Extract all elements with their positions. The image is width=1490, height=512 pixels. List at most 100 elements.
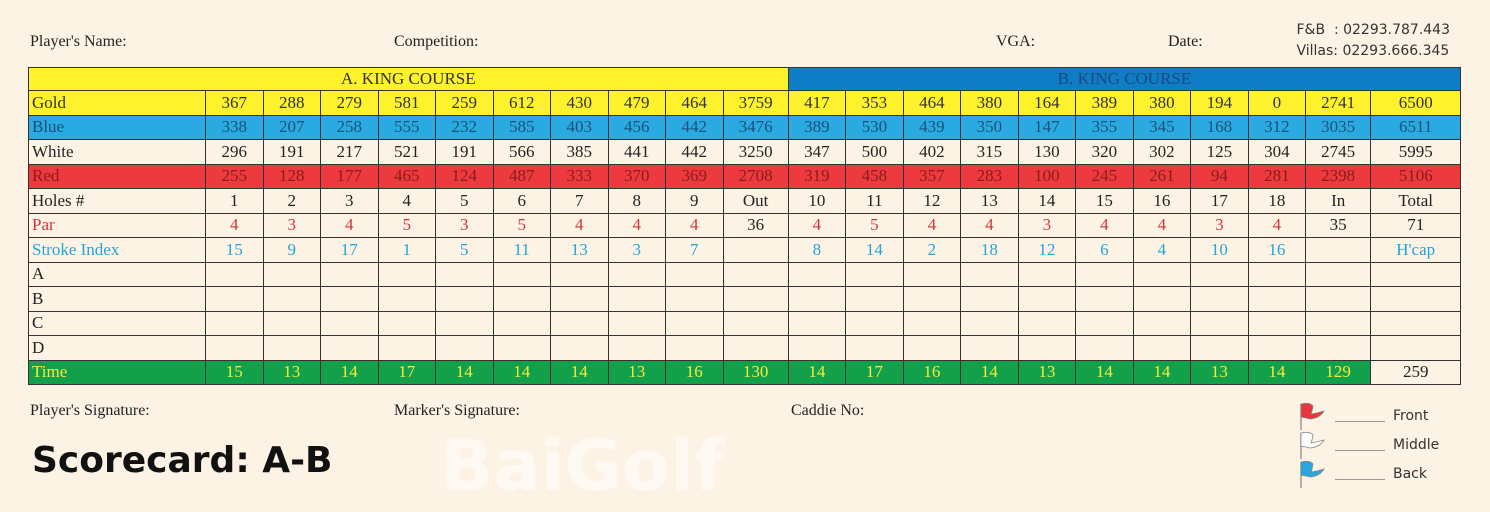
score-cell[interactable] [1190,286,1249,312]
score-cell[interactable] [902,335,962,361]
score-cell[interactable] [607,286,666,312]
score-cell[interactable] [1305,286,1372,312]
cell: 5 [492,212,551,238]
cell: 15 [205,359,264,385]
score-cell[interactable] [262,335,321,361]
score-cell[interactable] [902,310,962,336]
score-cell[interactable] [435,286,494,312]
score-cell[interactable] [1075,286,1134,312]
score-cell[interactable] [1190,310,1249,336]
score-cell[interactable] [1370,335,1462,361]
score-cell[interactable] [320,286,379,312]
score-cell[interactable] [845,310,904,336]
cell: 283 [960,163,1019,189]
vga-label: VGA: [996,33,1036,50]
cell: 13 [550,237,609,263]
score-cell[interactable] [492,335,551,361]
score-cell[interactable] [1132,286,1192,312]
score-cell[interactable] [665,261,724,287]
score-cell[interactable] [1247,286,1307,312]
score-cell[interactable] [787,286,847,312]
score-cell[interactable] [320,261,379,287]
score-cell[interactable] [320,310,379,336]
score-cell[interactable] [377,335,436,361]
score-cell[interactable] [722,335,789,361]
cell: 353 [845,90,904,116]
score-cell[interactable] [1305,261,1372,287]
score-cell[interactable] [1370,261,1462,287]
score-cell[interactable] [1247,335,1307,361]
score-cell[interactable] [665,310,724,336]
score-cell[interactable] [205,286,264,312]
score-cell[interactable] [607,310,666,336]
cell: 232 [435,114,494,140]
score-cell[interactable] [787,261,847,287]
score-cell[interactable] [1075,335,1134,361]
score-cell[interactable] [1190,335,1249,361]
score-cell[interactable] [845,335,904,361]
score-cell[interactable] [550,286,609,312]
score-cell[interactable] [435,310,494,336]
score-cell[interactable] [320,335,379,361]
score-cell[interactable] [845,286,904,312]
score-cell[interactable] [607,335,666,361]
score-cell[interactable] [377,286,436,312]
cell: 0 [1247,90,1307,116]
score-cell[interactable] [205,335,264,361]
score-cell[interactable] [492,310,551,336]
score-cell[interactable] [665,286,724,312]
score-cell[interactable] [262,310,321,336]
score-cell[interactable] [787,335,847,361]
score-cell[interactable] [902,261,962,287]
row-blue: Blue 338 207 258 555 232 585 403 456 442 3476 389 53… [28,114,1462,140]
score-cell[interactable] [1305,335,1372,361]
score-cell[interactable] [722,261,789,287]
cell: 357 [902,163,962,189]
cell: 389 [787,114,847,140]
cell: 130 [722,359,789,385]
score-cell[interactable] [205,261,264,287]
cell: 403 [550,114,609,140]
score-cell[interactable] [205,310,264,336]
score-cell[interactable] [1370,310,1462,336]
score-cell[interactable] [1132,310,1192,336]
score-cell[interactable] [960,310,1019,336]
score-cell[interactable] [1075,310,1134,336]
score-cell[interactable] [1370,286,1462,312]
score-cell[interactable] [435,335,494,361]
score-cell[interactable] [1075,261,1134,287]
score-cell[interactable] [1247,261,1307,287]
score-cell[interactable] [607,261,666,287]
score-cell[interactable] [1017,261,1077,287]
score-cell[interactable] [722,310,789,336]
score-cell[interactable] [665,335,724,361]
score-cell[interactable] [787,310,847,336]
score-cell[interactable] [960,286,1019,312]
score-cell[interactable] [1017,286,1077,312]
score-cell[interactable] [1132,335,1192,361]
score-cell[interactable] [550,335,609,361]
score-cell[interactable] [550,310,609,336]
score-cell[interactable] [845,261,904,287]
score-cell[interactable] [1017,335,1077,361]
score-cell[interactable] [492,261,551,287]
score-cell[interactable] [435,261,494,287]
tee-legend-middle: Middle [1298,431,1439,459]
score-cell[interactable] [492,286,551,312]
score-cell[interactable] [722,286,789,312]
score-cell[interactable] [1247,310,1307,336]
score-cell[interactable] [960,335,1019,361]
score-cell[interactable] [377,310,436,336]
cell: 4 [320,212,379,238]
score-cell[interactable] [1017,310,1077,336]
score-cell[interactable] [377,261,436,287]
score-cell[interactable] [262,261,321,287]
score-cell[interactable] [960,261,1019,287]
score-cell[interactable] [1305,310,1372,336]
score-cell[interactable] [1132,261,1192,287]
flag-icon [1300,402,1325,430]
score-cell[interactable] [550,261,609,287]
score-cell[interactable] [1190,261,1249,287]
score-cell[interactable] [902,286,962,312]
score-cell[interactable] [262,286,321,312]
